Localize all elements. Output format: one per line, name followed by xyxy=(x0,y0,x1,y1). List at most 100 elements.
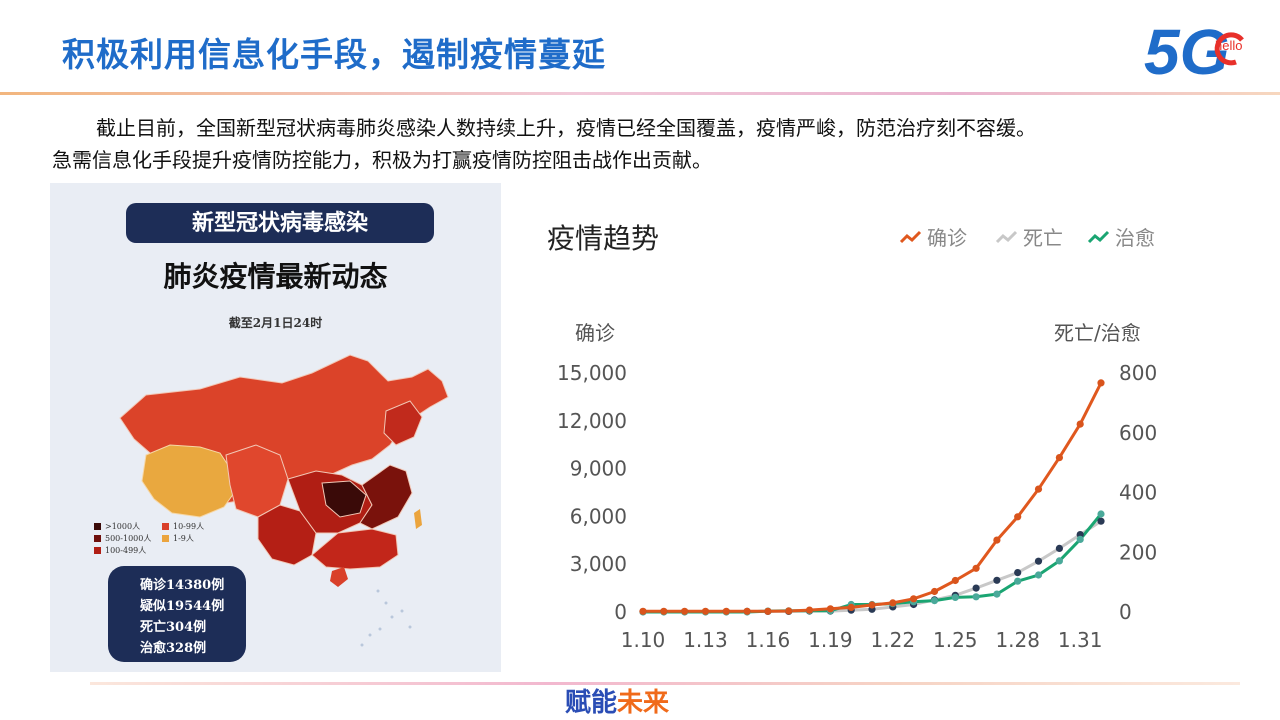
footer-divider xyxy=(90,682,1240,685)
data-point xyxy=(660,607,668,615)
china-map xyxy=(119,354,449,647)
data-point xyxy=(681,607,689,615)
legend-marker xyxy=(995,230,1018,244)
legend-label: 500-1000人 xyxy=(105,534,152,543)
data-point xyxy=(826,605,834,613)
trend-chart-panel: 疫情趋势 确诊 死亡 治愈 确诊 死亡/治愈 15,000 12,000 9,000 6,000 3… xyxy=(521,200,1221,684)
data-point xyxy=(722,607,730,615)
stats-box: 确诊14380例 疑似19544例 死亡304例 治愈328例 xyxy=(108,566,246,662)
5g-hello-logo: 5G hello xyxy=(1140,10,1260,90)
legend-label: 治愈 xyxy=(1115,226,1155,250)
footer-slogan: 赋能未来 xyxy=(565,686,669,720)
data-point xyxy=(1055,557,1063,565)
x-tick-label: 1.13 xyxy=(683,628,728,652)
epidemic-poster: 新型冠状病毒感染 肺炎疫情最新动态 截至2月1日24时 >1000人 10-99… xyxy=(50,183,501,672)
y-left-tick-label: 12,000 xyxy=(557,409,627,433)
legend-label: 100-499人 xyxy=(105,546,147,555)
x-tick-label: 1.25 xyxy=(933,628,978,652)
footer-part-2: 未来 xyxy=(617,688,670,718)
data-point xyxy=(951,576,959,585)
legend-swatch xyxy=(162,535,169,542)
y-left-tick-label: 15,000 xyxy=(557,361,627,385)
legend-100-499: 100-499人 xyxy=(94,545,146,556)
y-left-tick-label: 3,000 xyxy=(570,552,627,576)
legend-10-99: 10-99人 xyxy=(162,521,204,532)
data-point xyxy=(1076,420,1084,428)
intro-line-2: 急需信息化手段提升疫情防控能力，积极为打赢疫情防控阻击战作出贡献。 xyxy=(52,148,712,172)
stat-cured: 治愈328例 xyxy=(140,641,207,656)
data-point xyxy=(847,603,855,611)
data-point xyxy=(805,606,814,614)
y-left-tick-label: 6,000 xyxy=(570,504,627,528)
y-right-tick-label: 800 xyxy=(1119,361,1157,385)
x-tick-label: 1.16 xyxy=(746,628,791,652)
legend-label: 死亡 xyxy=(1023,226,1063,250)
data-point xyxy=(910,595,918,603)
data-point xyxy=(993,576,1001,584)
header-divider xyxy=(0,92,1280,95)
legend-marker xyxy=(899,230,922,244)
data-point xyxy=(889,599,897,607)
legend-label: 确诊 xyxy=(927,226,967,250)
x-tick-label: 1.10 xyxy=(621,628,666,652)
y-right-axis-label: 死亡/治愈 xyxy=(1054,321,1141,345)
x-tick-label: 1.28 xyxy=(995,628,1040,652)
data-point xyxy=(1055,544,1063,552)
stat-suspected: 疑似19544例 xyxy=(140,599,225,614)
legend-swatch xyxy=(94,535,101,542)
data-point xyxy=(1076,535,1084,543)
data-point xyxy=(701,607,710,615)
legend-1-9: 1-9人 xyxy=(162,533,194,544)
data-point xyxy=(1014,569,1022,577)
x-tick-label: 1.19 xyxy=(808,628,853,652)
data-point xyxy=(972,564,980,572)
poster-headline: 肺炎疫情最新动态 xyxy=(163,260,388,293)
series-line-deaths xyxy=(643,519,1102,614)
legend-swatch xyxy=(162,523,169,530)
logo-hello-text: hello xyxy=(1215,38,1242,53)
intro-line-1: 截止目前，全国新型冠状病毒肺炎感染人数持续上升，疫情已经全国覆盖，疫情严峻，防范… xyxy=(96,116,1036,140)
data-point xyxy=(1097,517,1105,525)
data-point xyxy=(930,587,939,596)
legend-label: >1000人 xyxy=(105,522,141,531)
data-point xyxy=(972,584,980,592)
footer-part-1: 赋能 xyxy=(565,688,618,718)
legend-swatch xyxy=(94,547,101,554)
data-point xyxy=(1014,577,1022,585)
data-point xyxy=(1055,454,1063,462)
legend-marker xyxy=(1087,230,1110,244)
data-point xyxy=(639,607,647,615)
data-point xyxy=(743,607,751,615)
data-point xyxy=(1014,513,1022,521)
data-point xyxy=(1034,485,1043,493)
legend-label: 1-9人 xyxy=(173,534,194,543)
data-point xyxy=(993,590,1001,598)
stat-confirmed: 确诊14380例 xyxy=(140,578,225,593)
y-left-tick-label: 0 xyxy=(614,600,627,624)
legend-swatch xyxy=(94,523,101,530)
y-right-tick-label: 400 xyxy=(1119,481,1157,505)
data-point xyxy=(1097,510,1105,518)
intro-paragraph: 截止目前，全国新型冠状病毒肺炎感染人数持续上升，疫情已经全国覆盖，疫情严峻，防范… xyxy=(52,112,1252,176)
stat-deaths: 死亡304例 xyxy=(140,620,207,635)
data-point xyxy=(1034,557,1043,565)
y-left-tick-label: 9,000 xyxy=(570,457,627,481)
data-point xyxy=(1034,571,1043,579)
y-right-tick-label: 600 xyxy=(1119,421,1157,445)
data-point xyxy=(993,536,1001,544)
y-left-axis-label: 确诊 xyxy=(575,321,615,345)
data-point xyxy=(785,607,793,615)
x-tick-label: 1.31 xyxy=(1058,628,1103,652)
legend-500-1000: 500-1000人 xyxy=(94,533,151,544)
y-right-tick-label: 0 xyxy=(1119,600,1132,624)
chart-title: 疫情趋势 xyxy=(547,222,659,255)
data-point xyxy=(972,593,980,601)
data-point xyxy=(868,601,876,609)
data-point xyxy=(1097,379,1105,387)
legend-label: 10-99人 xyxy=(173,522,205,531)
data-point xyxy=(930,597,939,605)
poster-date: 截至2月1日24时 xyxy=(228,316,323,330)
data-point xyxy=(764,607,772,615)
y-right-tick-label: 200 xyxy=(1119,540,1157,564)
